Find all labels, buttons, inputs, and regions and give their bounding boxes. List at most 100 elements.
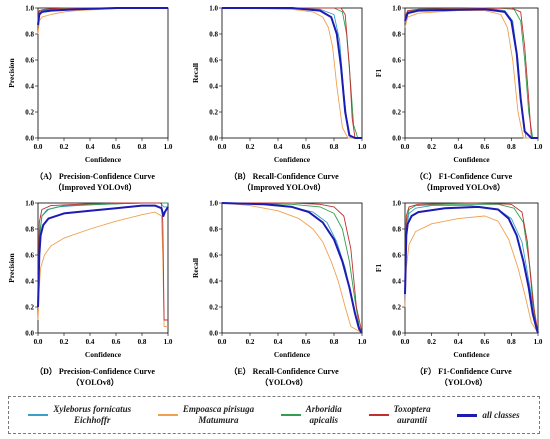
x-tick-label: 0.2 bbox=[427, 338, 436, 346]
y-tick-label: 0.6 bbox=[392, 252, 401, 260]
legend-swatch bbox=[28, 414, 49, 416]
series-line-all-classes bbox=[404, 205, 539, 334]
x-tick-label: 0.0 bbox=[34, 143, 43, 151]
legend-label: all classes bbox=[482, 410, 519, 421]
legend-label: Xyleborus fornicatus Eichhoffr bbox=[53, 404, 131, 426]
x-tick-label: 0.4 bbox=[274, 143, 283, 151]
y-tick-label: 1.0 bbox=[209, 5, 218, 13]
chart-subcaption: （YOLOv8） bbox=[260, 377, 308, 387]
x-tick-label: 0.6 bbox=[480, 143, 489, 151]
chart-subcaption: （YOLOv8） bbox=[71, 377, 119, 387]
chart-subcaption: （Improved YOLOv8） bbox=[422, 182, 505, 192]
legend-item: all classes bbox=[457, 410, 520, 421]
legend-swatch bbox=[157, 414, 178, 416]
chart-subcaption: （YOLOv8） bbox=[440, 377, 488, 387]
y-axis-label: F1 bbox=[374, 264, 383, 273]
chart-panel-5: 0.0 0.2 0.4 0.6 0.8 1.0 0.0 0.2 0.4 0.6 0.8 1.0 Conf… bbox=[191, 200, 367, 388]
series-line-all-classes bbox=[221, 202, 363, 334]
chart-caption: （F） F1-Confidence Curve bbox=[415, 366, 512, 376]
legend: Xyleborus fornicatus Eichhoffr Empoasca pi… bbox=[8, 396, 540, 434]
y-tick-label: 0.0 bbox=[25, 135, 34, 143]
y-tick-label: 0.4 bbox=[25, 83, 34, 91]
y-tick-label: 0.0 bbox=[392, 330, 401, 338]
chart-caption: （E） Recall-Confidence Curve bbox=[229, 366, 339, 376]
y-tick-label: 0.2 bbox=[209, 109, 218, 117]
legend-item: Xyleborus fornicatus Eichhoffr bbox=[28, 404, 131, 426]
y-tick-label: 1.0 bbox=[25, 5, 34, 13]
y-tick-label: 0.4 bbox=[209, 278, 218, 286]
y-tick-label: 0.8 bbox=[392, 226, 401, 234]
series-line-toxoptera-aurantii bbox=[404, 7, 538, 139]
legend-item: Empoasca pirisuga Matumura bbox=[157, 404, 254, 426]
plot-frame bbox=[221, 202, 363, 334]
y-tick-label: 0.4 bbox=[392, 278, 401, 286]
y-tick-label: 0.2 bbox=[392, 109, 401, 117]
x-axis-label: Confidence bbox=[274, 155, 311, 164]
series-line-toxoptera-aurantii bbox=[37, 202, 168, 321]
y-tick-label: 0.6 bbox=[25, 252, 34, 260]
x-axis-label: Confidence bbox=[85, 155, 122, 164]
series-line-empoasca-pirisuga-matumura bbox=[404, 10, 538, 139]
y-tick-label: 0.2 bbox=[25, 109, 34, 117]
x-tick-label: 0.2 bbox=[246, 143, 255, 151]
legend-swatch bbox=[368, 414, 389, 416]
y-tick-label: 0.6 bbox=[392, 57, 401, 65]
x-tick-label: 0.6 bbox=[302, 338, 311, 346]
series-line-all-classes bbox=[37, 7, 168, 26]
x-tick-label: 1.0 bbox=[164, 338, 173, 346]
series-line-empoasca-pirisuga-matumura bbox=[221, 7, 362, 139]
x-tick-label: 0.6 bbox=[480, 338, 489, 346]
legend-label: Arboridia apicalis bbox=[306, 404, 342, 426]
y-tick-label: 0.4 bbox=[25, 278, 34, 286]
x-tick-label: 0.2 bbox=[60, 143, 69, 151]
chart-panel-3: 0.0 0.2 0.4 0.6 0.8 1.0 0.0 0.2 0.4 0.6 0.8 1.0 Conf… bbox=[374, 5, 543, 193]
x-tick-label: 0.8 bbox=[507, 143, 516, 151]
x-tick-label: 0.4 bbox=[86, 143, 95, 151]
chart-panel-4: 0.0 0.2 0.4 0.6 0.8 1.0 0.0 0.2 0.4 0.6 0.8 1.0 Conf… bbox=[7, 200, 173, 388]
x-tick-label: 0.4 bbox=[86, 338, 95, 346]
legend-label: Empoasca pirisuga Matumura bbox=[183, 404, 254, 426]
legend-label-line1: Toxoptera bbox=[393, 404, 431, 414]
x-tick-label: 0.4 bbox=[454, 143, 463, 151]
legend-label-line1: Empoasca pirisuga bbox=[182, 404, 255, 414]
chart-subcaption: （Improved YOLOv8） bbox=[243, 182, 326, 192]
y-tick-label: 0.8 bbox=[392, 31, 401, 39]
y-tick-label: 0.2 bbox=[209, 304, 218, 312]
x-axis-label: Confidence bbox=[453, 350, 490, 359]
x-tick-label: 0.4 bbox=[274, 338, 283, 346]
x-tick-label: 0.0 bbox=[218, 143, 227, 151]
x-axis-label: Confidence bbox=[274, 350, 311, 359]
plot-frame bbox=[37, 202, 169, 334]
y-tick-label: 1.0 bbox=[392, 200, 401, 208]
y-tick-label: 0.8 bbox=[209, 31, 218, 39]
legend-item: Toxoptera aurantii bbox=[368, 404, 431, 426]
x-axis-label: Confidence bbox=[85, 350, 122, 359]
plot-frame bbox=[221, 7, 363, 139]
y-axis-label: Recall bbox=[191, 258, 200, 278]
legend-label-line1: Arboridia bbox=[305, 404, 342, 414]
chart-panel-6: 0.0 0.2 0.4 0.6 0.8 1.0 0.0 0.2 0.4 0.6 0.8 1.0 Conf… bbox=[374, 200, 543, 388]
y-tick-label: 0.0 bbox=[209, 330, 218, 338]
plot-frame bbox=[37, 7, 169, 139]
y-axis-label: Recall bbox=[191, 63, 200, 83]
legend-label: Toxoptera aurantii bbox=[394, 404, 431, 426]
legend-label-line1: Xyleborus fornicatus bbox=[53, 404, 132, 414]
series-line-all-classes bbox=[404, 8, 538, 139]
y-axis-label: F1 bbox=[374, 69, 383, 78]
x-tick-label: 1.0 bbox=[164, 143, 173, 151]
x-tick-label: 0.6 bbox=[112, 143, 121, 151]
y-tick-label: 0.6 bbox=[209, 57, 218, 65]
legend-label-line2: aurantii bbox=[397, 415, 428, 425]
series-line-all-classes bbox=[37, 204, 169, 308]
x-tick-label: 0.8 bbox=[507, 338, 516, 346]
series-line-arboridia-apicalis bbox=[221, 202, 363, 334]
y-tick-label: 0.0 bbox=[392, 135, 401, 143]
plot-frame bbox=[404, 202, 539, 334]
x-tick-label: 0.2 bbox=[427, 143, 436, 151]
x-tick-label: 0.6 bbox=[302, 143, 311, 151]
legend-swatch bbox=[457, 413, 478, 417]
series-line-toxoptera-aurantii bbox=[222, 202, 363, 334]
y-tick-label: 0.4 bbox=[392, 83, 401, 91]
y-tick-label: 0.0 bbox=[209, 135, 218, 143]
x-tick-label: 0.8 bbox=[330, 338, 339, 346]
